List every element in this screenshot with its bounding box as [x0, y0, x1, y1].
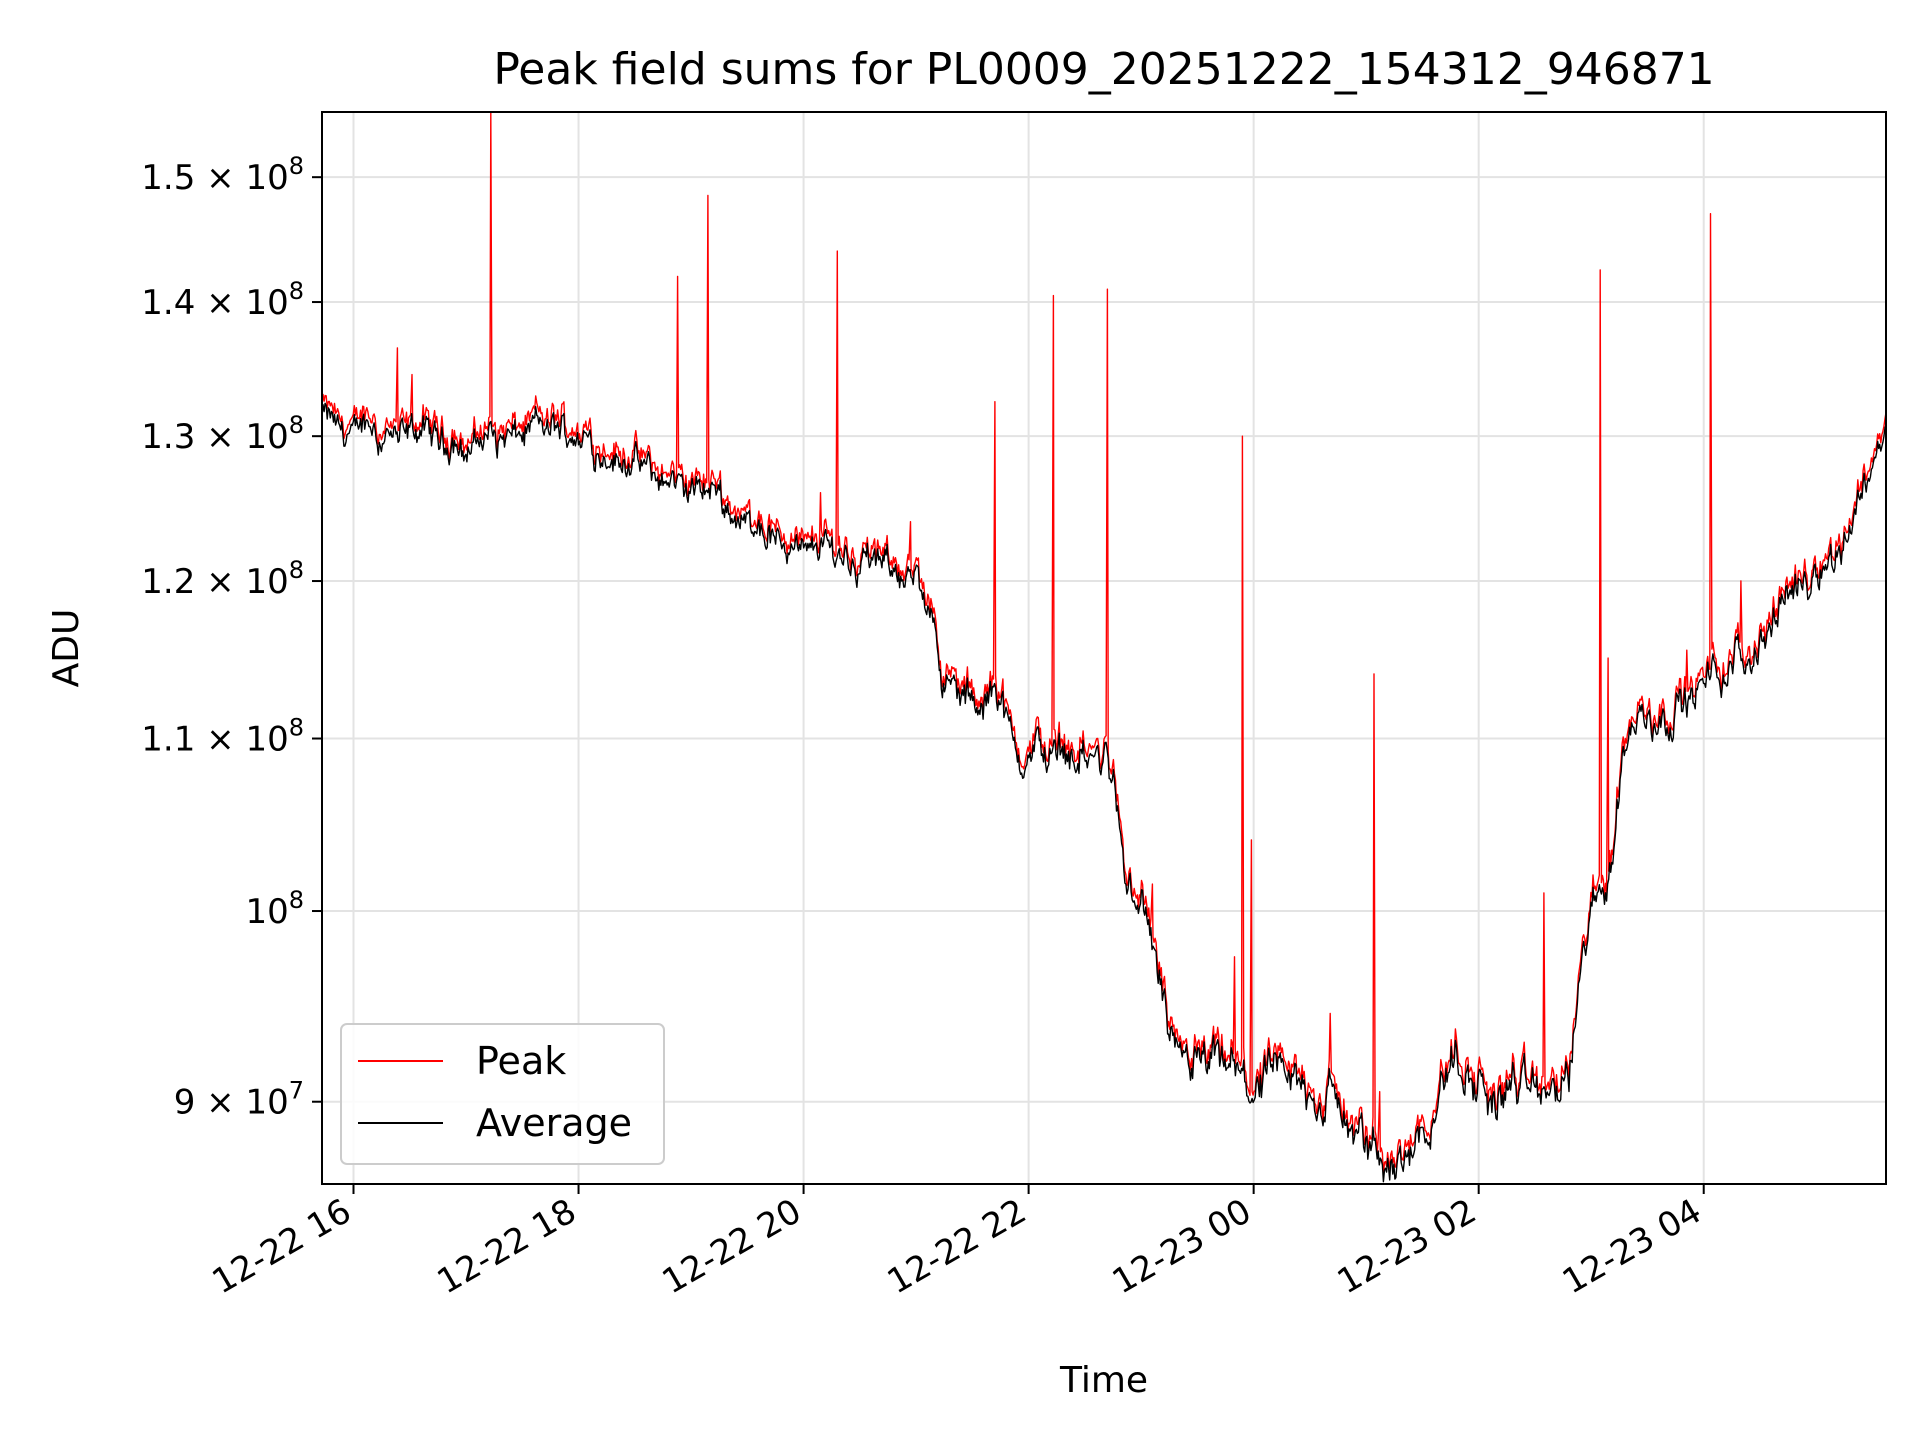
y-tick-exponent: 8 — [289, 886, 304, 914]
series-line-peak — [321, 111, 1887, 1176]
y-tick-exponent: 8 — [289, 411, 304, 439]
y-tick-label: 1.2 × 108 — [141, 556, 304, 602]
y-tick-mantissa: 1.1 × 10 — [141, 720, 288, 760]
legend-label-peak: Peak — [476, 1039, 566, 1083]
y-tick-mantissa: 9 × 10 — [174, 1083, 289, 1123]
y-tick-exponent: 8 — [289, 714, 304, 742]
x-axis-label: Time — [1059, 1360, 1148, 1401]
y-tick-label: 108 — [245, 886, 304, 932]
y-tick-label: 1.4 × 108 — [141, 277, 304, 323]
y-axis-label: ADU — [46, 609, 87, 688]
y-tick-label: 1.5 × 108 — [141, 152, 304, 198]
y-tick-mantissa: 1.2 × 10 — [141, 562, 288, 602]
y-tick-mantissa: 1.5 × 10 — [141, 158, 288, 198]
y-tick-mantissa: 1.4 × 10 — [141, 283, 288, 323]
plot-series — [321, 111, 1887, 1183]
y-tick-label: 1.1 × 108 — [141, 714, 304, 760]
legend-label-average: Average — [476, 1101, 632, 1145]
y-tick-mantissa: 10 — [245, 892, 288, 932]
y-tick-exponent: 7 — [289, 1077, 304, 1105]
legend-box — [340, 1023, 665, 1165]
plot-frame — [321, 111, 1887, 1185]
legend: Peak Average — [340, 1023, 665, 1165]
y-tick-label: 1.3 × 108 — [141, 411, 304, 457]
chart-title: Peak field sums for PL0009_20251222_1543… — [493, 44, 1714, 95]
y-tick-exponent: 8 — [289, 556, 304, 584]
y-tick-exponent: 8 — [289, 277, 304, 305]
series-line-average — [321, 402, 1887, 1183]
y-tick-label: 9 × 107 — [174, 1077, 304, 1123]
y-tick-exponent: 8 — [289, 152, 304, 180]
y-tick-mantissa: 1.3 × 10 — [141, 417, 288, 457]
